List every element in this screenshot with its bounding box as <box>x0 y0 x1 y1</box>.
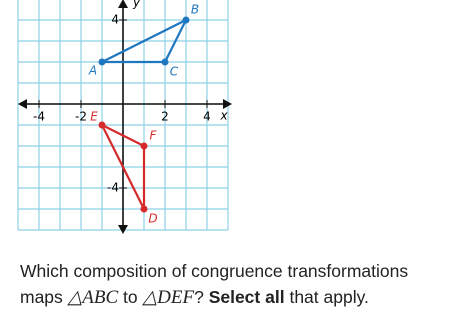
question-text: ? <box>194 287 204 307</box>
question-text: to <box>123 287 138 307</box>
y-tick-label: -4 <box>107 181 119 195</box>
x-tick-label: 2 <box>161 110 169 124</box>
vertex <box>182 16 190 24</box>
question-text: that apply. <box>289 287 369 307</box>
vertex <box>140 142 148 150</box>
question-text: maps <box>20 287 63 307</box>
x-tick-label: -2 <box>75 110 87 124</box>
emphasis: Select all <box>208 287 285 307</box>
arrow <box>18 0 232 234</box>
vertex-label: E <box>90 110 98 124</box>
graph: x y -4 -2 2 4 4 -4 A B C E F D <box>17 0 232 234</box>
x-tick-label: 4 <box>203 110 211 124</box>
x-tick-label: -4 <box>33 110 45 124</box>
vertex-label: C <box>170 65 179 79</box>
vertex <box>98 58 106 66</box>
question: Which composition of congruence transfor… <box>20 258 470 311</box>
vertex <box>161 58 169 66</box>
question-text: Which composition of congruence transfor… <box>20 261 409 281</box>
vertex-label: B <box>191 3 199 17</box>
axis-label: y <box>132 0 141 10</box>
vertex-label: D <box>148 212 157 226</box>
vertex-label: F <box>150 129 158 143</box>
triangle-name: △DEF <box>142 287 195 308</box>
triangle <box>99 122 146 210</box>
vertex <box>98 121 106 129</box>
vertex <box>140 205 148 213</box>
y-tick-label: 4 <box>111 13 119 27</box>
triangle-name: △ABC <box>67 287 119 308</box>
triangle <box>101 17 189 64</box>
axis-label: x <box>219 109 228 123</box>
vertex-label: A <box>88 64 97 78</box>
